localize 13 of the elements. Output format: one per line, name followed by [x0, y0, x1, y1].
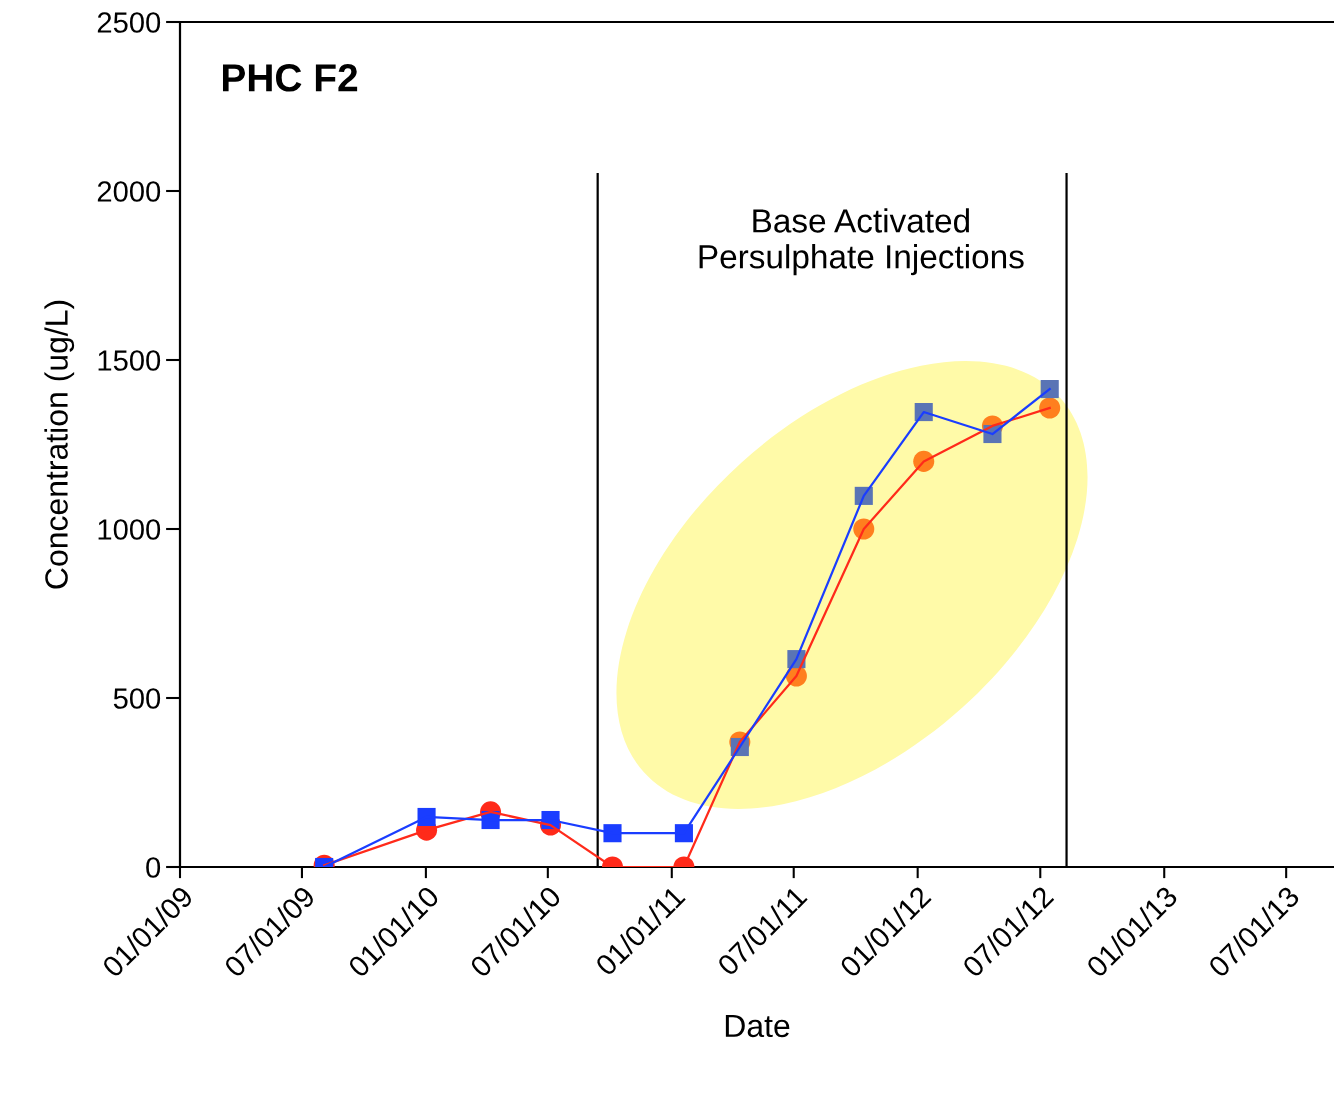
y-tick-label: 500 [113, 688, 161, 709]
text: PHC F2 [222, 64, 358, 92]
y-tick-label: 1000 [98, 519, 161, 540]
point [603, 824, 622, 843]
annotation: Base Activated Persulphate Injections [699, 208, 1024, 276]
point [1040, 380, 1059, 399]
y-axis-title: Concentration (ug/L) [44, 300, 75, 589]
point [1039, 397, 1061, 419]
x-axis-title: Date [725, 1014, 790, 1038]
y-tick-label: 1500 [98, 350, 161, 371]
y-tick-label: 2000 [97, 181, 161, 202]
y-tick-label: 0 [146, 857, 161, 878]
y-tick-label: 2500 [97, 12, 161, 33]
